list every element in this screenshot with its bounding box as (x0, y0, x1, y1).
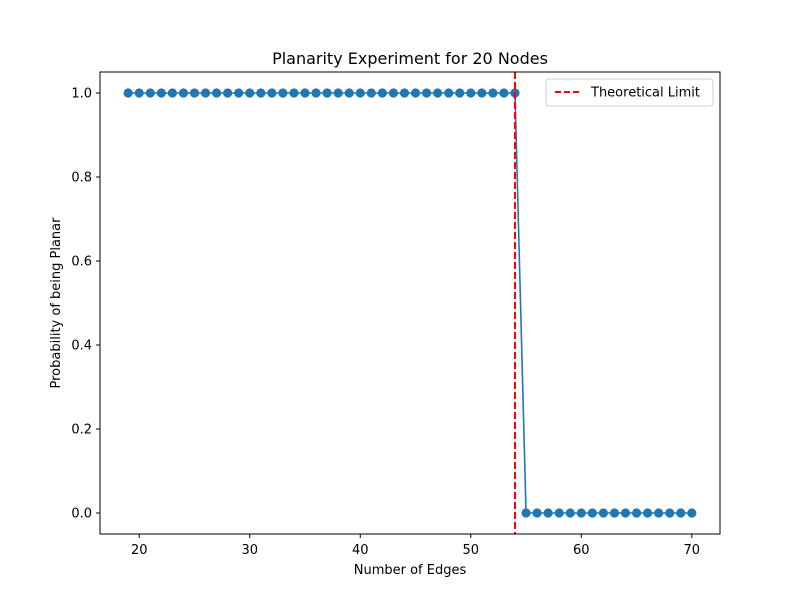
data-point (278, 88, 288, 98)
data-point (256, 88, 266, 98)
data-point (654, 508, 664, 518)
data-point (488, 88, 498, 98)
data-point (123, 88, 133, 98)
data-point (167, 88, 177, 98)
data-point (587, 508, 597, 518)
data-point (665, 508, 675, 518)
data-point (676, 508, 686, 518)
data-point (576, 508, 586, 518)
data-point (598, 508, 609, 518)
data-point (377, 88, 387, 98)
x-tick-label: 30 (241, 543, 258, 558)
data-point (189, 88, 200, 98)
x-tick-label: 60 (573, 543, 590, 558)
data-point (267, 88, 277, 98)
y-tick-label: 0.6 (71, 255, 92, 270)
data-point (366, 88, 376, 98)
data-point (466, 88, 476, 98)
data-point (433, 88, 443, 98)
plot-area (123, 72, 697, 534)
y-tick-label: 1.0 (71, 87, 92, 102)
data-point (289, 88, 299, 98)
data-point (311, 88, 321, 98)
x-axis-label: Number of Edges (354, 563, 467, 578)
plot-frame (99, 71, 721, 535)
legend-label-theoretical-limit: Theoretical Limit (590, 86, 700, 101)
data-point (322, 88, 332, 98)
y-tick-label: 0.4 (71, 339, 92, 354)
data-point (532, 508, 542, 518)
data-point (200, 88, 211, 98)
data-point (178, 88, 189, 98)
data-point (134, 88, 144, 98)
data-point (388, 88, 399, 98)
data-point (421, 88, 432, 98)
data-point (609, 508, 620, 518)
data-point (444, 88, 454, 98)
x-axis: 20 30 40 50 60 70 (131, 534, 700, 558)
data-point (344, 88, 354, 98)
data-point (234, 88, 244, 98)
y-tick-label: 0.2 (71, 423, 92, 438)
x-tick-label: 20 (131, 543, 148, 558)
legend-box (545, 78, 714, 107)
data-point (477, 88, 487, 98)
data-point (410, 88, 421, 98)
data-point (554, 508, 564, 518)
data-point (245, 88, 255, 98)
data-point (455, 88, 465, 98)
data-point (543, 508, 553, 518)
data-point (223, 88, 233, 98)
data-point (499, 88, 509, 98)
data-point (145, 88, 155, 98)
x-tick-label: 70 (684, 543, 701, 558)
y-axis: 0.0 0.2 0.4 0.6 0.8 1.0 (71, 87, 100, 522)
data-point (156, 88, 166, 98)
x-tick-label: 50 (463, 543, 480, 558)
data-point (643, 508, 653, 518)
y-axis-label: Probability of being Planar (49, 217, 64, 389)
series-line (128, 92, 692, 514)
x-tick-label: 40 (352, 543, 369, 558)
data-point (300, 88, 310, 98)
data-point (211, 88, 222, 98)
y-tick-label: 0.8 (71, 171, 92, 186)
data-point (620, 508, 631, 518)
data-point (399, 88, 410, 98)
legend: Theoretical Limit (545, 78, 714, 107)
data-point (631, 508, 642, 518)
chart-title: Planarity Experiment for 20 Nodes (272, 49, 548, 68)
data-point (687, 508, 697, 518)
data-point (355, 88, 365, 98)
data-point (565, 508, 575, 518)
data-point (521, 508, 531, 518)
data-point (333, 88, 343, 98)
y-tick-label: 0.0 (71, 507, 92, 522)
